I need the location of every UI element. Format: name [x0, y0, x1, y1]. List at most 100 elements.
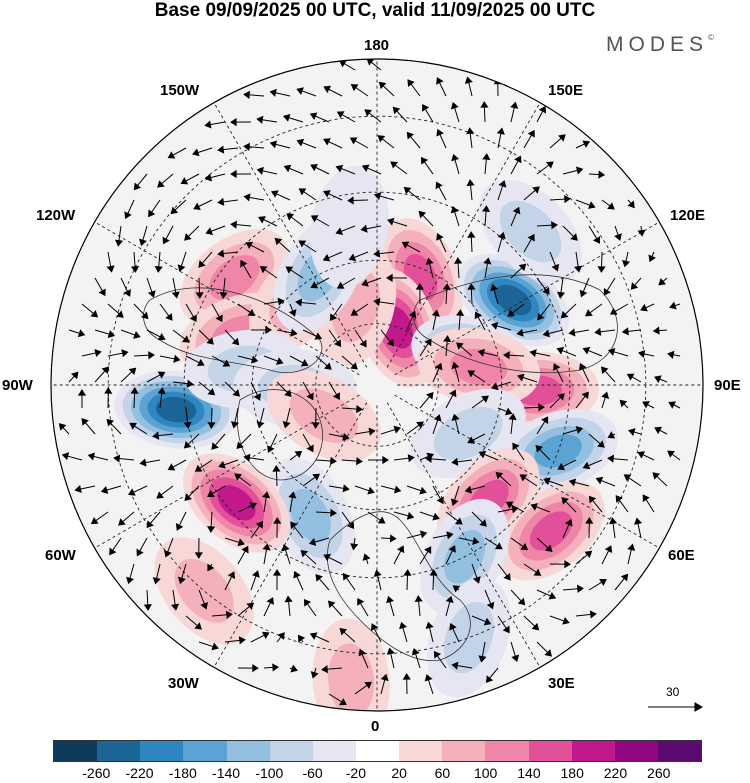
- wind-arrow: [588, 225, 601, 244]
- wind-arrow: [642, 401, 655, 409]
- wind-arrow: [286, 213, 304, 227]
- wind-arrow: [336, 277, 356, 289]
- wind-arrow: [482, 153, 491, 175]
- label-120w: 120W: [36, 207, 76, 224]
- wind-arrow: [658, 277, 668, 286]
- wind-arrow: [207, 563, 215, 572]
- wind-arrow: [329, 303, 343, 322]
- wind-arrow: [171, 589, 180, 611]
- wind-arrow: [406, 131, 421, 149]
- wind-arrow: [536, 221, 558, 230]
- wind-arrow: [490, 322, 512, 331]
- wind-arrow: [358, 648, 369, 669]
- wind-arrow: [295, 298, 317, 307]
- wind-arrow: [364, 109, 382, 123]
- wind-arrow: [454, 257, 463, 279]
- wind-arrow: [315, 456, 337, 466]
- wind-arrow: [628, 428, 642, 436]
- wind-arrow: [634, 517, 643, 539]
- wind-arrow: [652, 472, 668, 487]
- wind-arrow: [146, 329, 166, 341]
- wind-arrow: [452, 585, 461, 593]
- wind-arrow: [623, 474, 642, 487]
- wind-arrow: [449, 622, 460, 643]
- colorbar-tick-label: -20: [345, 765, 366, 781]
- wind-arrow: [259, 266, 278, 279]
- wind-arrow: [367, 511, 386, 524]
- wind-arrow: [274, 237, 291, 253]
- wind-arrow: [419, 511, 440, 521]
- wind-arrow: [129, 422, 148, 435]
- wind-arrow: [451, 361, 460, 383]
- colorbar-tick-label: 260: [647, 765, 671, 781]
- wind-arrow: [419, 338, 432, 357]
- wind-arrow: [380, 329, 395, 347]
- wind-arrow: [323, 138, 343, 149]
- label-120e: 120E: [670, 207, 706, 224]
- wind-arrow: [496, 127, 505, 149]
- wind-arrow: [167, 459, 187, 471]
- colorbar-tick-label: 20: [391, 765, 407, 781]
- wind-arrow: [497, 231, 506, 253]
- wind-arrow: [568, 478, 590, 487]
- wind-arrow: [288, 491, 297, 513]
- wind-arrow: [360, 224, 382, 233]
- wind-arrow: [194, 537, 203, 559]
- meridian-line: [386, 402, 541, 668]
- wind-arrow: [490, 283, 499, 305]
- wind-arrow: [450, 101, 460, 123]
- wind-arrow: [407, 79, 421, 97]
- wind-arrow: [575, 610, 597, 619]
- wind-arrow: [373, 297, 395, 306]
- wind-arrow: [510, 101, 519, 123]
- wind-arrow: [393, 511, 415, 520]
- wind-arrow: [535, 444, 551, 461]
- anomaly-contour: [289, 388, 358, 443]
- wind-arrow: [184, 485, 200, 502]
- wind-arrow: [350, 303, 369, 316]
- wind-arrow: [107, 349, 129, 358]
- wind-arrow: [536, 589, 557, 600]
- wind-arrow: [380, 425, 401, 435]
- wind-arrow: [237, 355, 259, 364]
- colorbar-segment: [657, 741, 702, 761]
- wind-arrow: [211, 610, 233, 619]
- wind-arrow: [276, 328, 298, 337]
- anomaly-contour: [289, 489, 331, 543]
- wind-arrow: [104, 387, 113, 409]
- wind-arrow: [626, 373, 642, 383]
- wind-arrow: [136, 537, 148, 557]
- wind-arrow: [263, 663, 279, 672]
- wind-arrow: [484, 589, 495, 610]
- wind-arrow: [263, 355, 284, 365]
- wind-arrow: [456, 342, 473, 357]
- colorbar-segment: [528, 741, 572, 761]
- wind-arrow: [113, 454, 135, 463]
- wind-arrow: [256, 115, 278, 124]
- wind-arrow: [425, 257, 434, 279]
- wind-arrow: [549, 194, 571, 204]
- wind-arrow: [74, 484, 96, 494]
- wind-arrow: [128, 485, 148, 496]
- wind-arrow: [432, 362, 443, 383]
- wind-arrow: [296, 138, 317, 149]
- wind-arrow: [159, 303, 173, 321]
- colorbar-tick-labels: -260 -220 -180 -140 -100 -60 -20 20 60 100 140 180 2…: [0, 765, 750, 783]
- anomaly-contour: [494, 284, 532, 316]
- wind-arrow: [485, 667, 499, 683]
- wind-arrow: [483, 257, 492, 279]
- wind-arrow: [290, 521, 304, 539]
- wind-arrow: [406, 421, 424, 435]
- wind-arrow: [588, 495, 603, 513]
- wind-arrow: [667, 350, 681, 359]
- wind-arrow: [380, 673, 389, 695]
- wind-arrow: [458, 536, 480, 546]
- wind-arrow: [327, 600, 343, 617]
- wind-arrow: [323, 85, 343, 97]
- wind-arrow: [481, 205, 491, 227]
- wind-arrow: [432, 531, 454, 540]
- wind-arrow: [94, 277, 106, 297]
- wind-arrow: [170, 199, 187, 215]
- anomaly-contour: [174, 558, 234, 623]
- colorbar-segment: [226, 741, 270, 761]
